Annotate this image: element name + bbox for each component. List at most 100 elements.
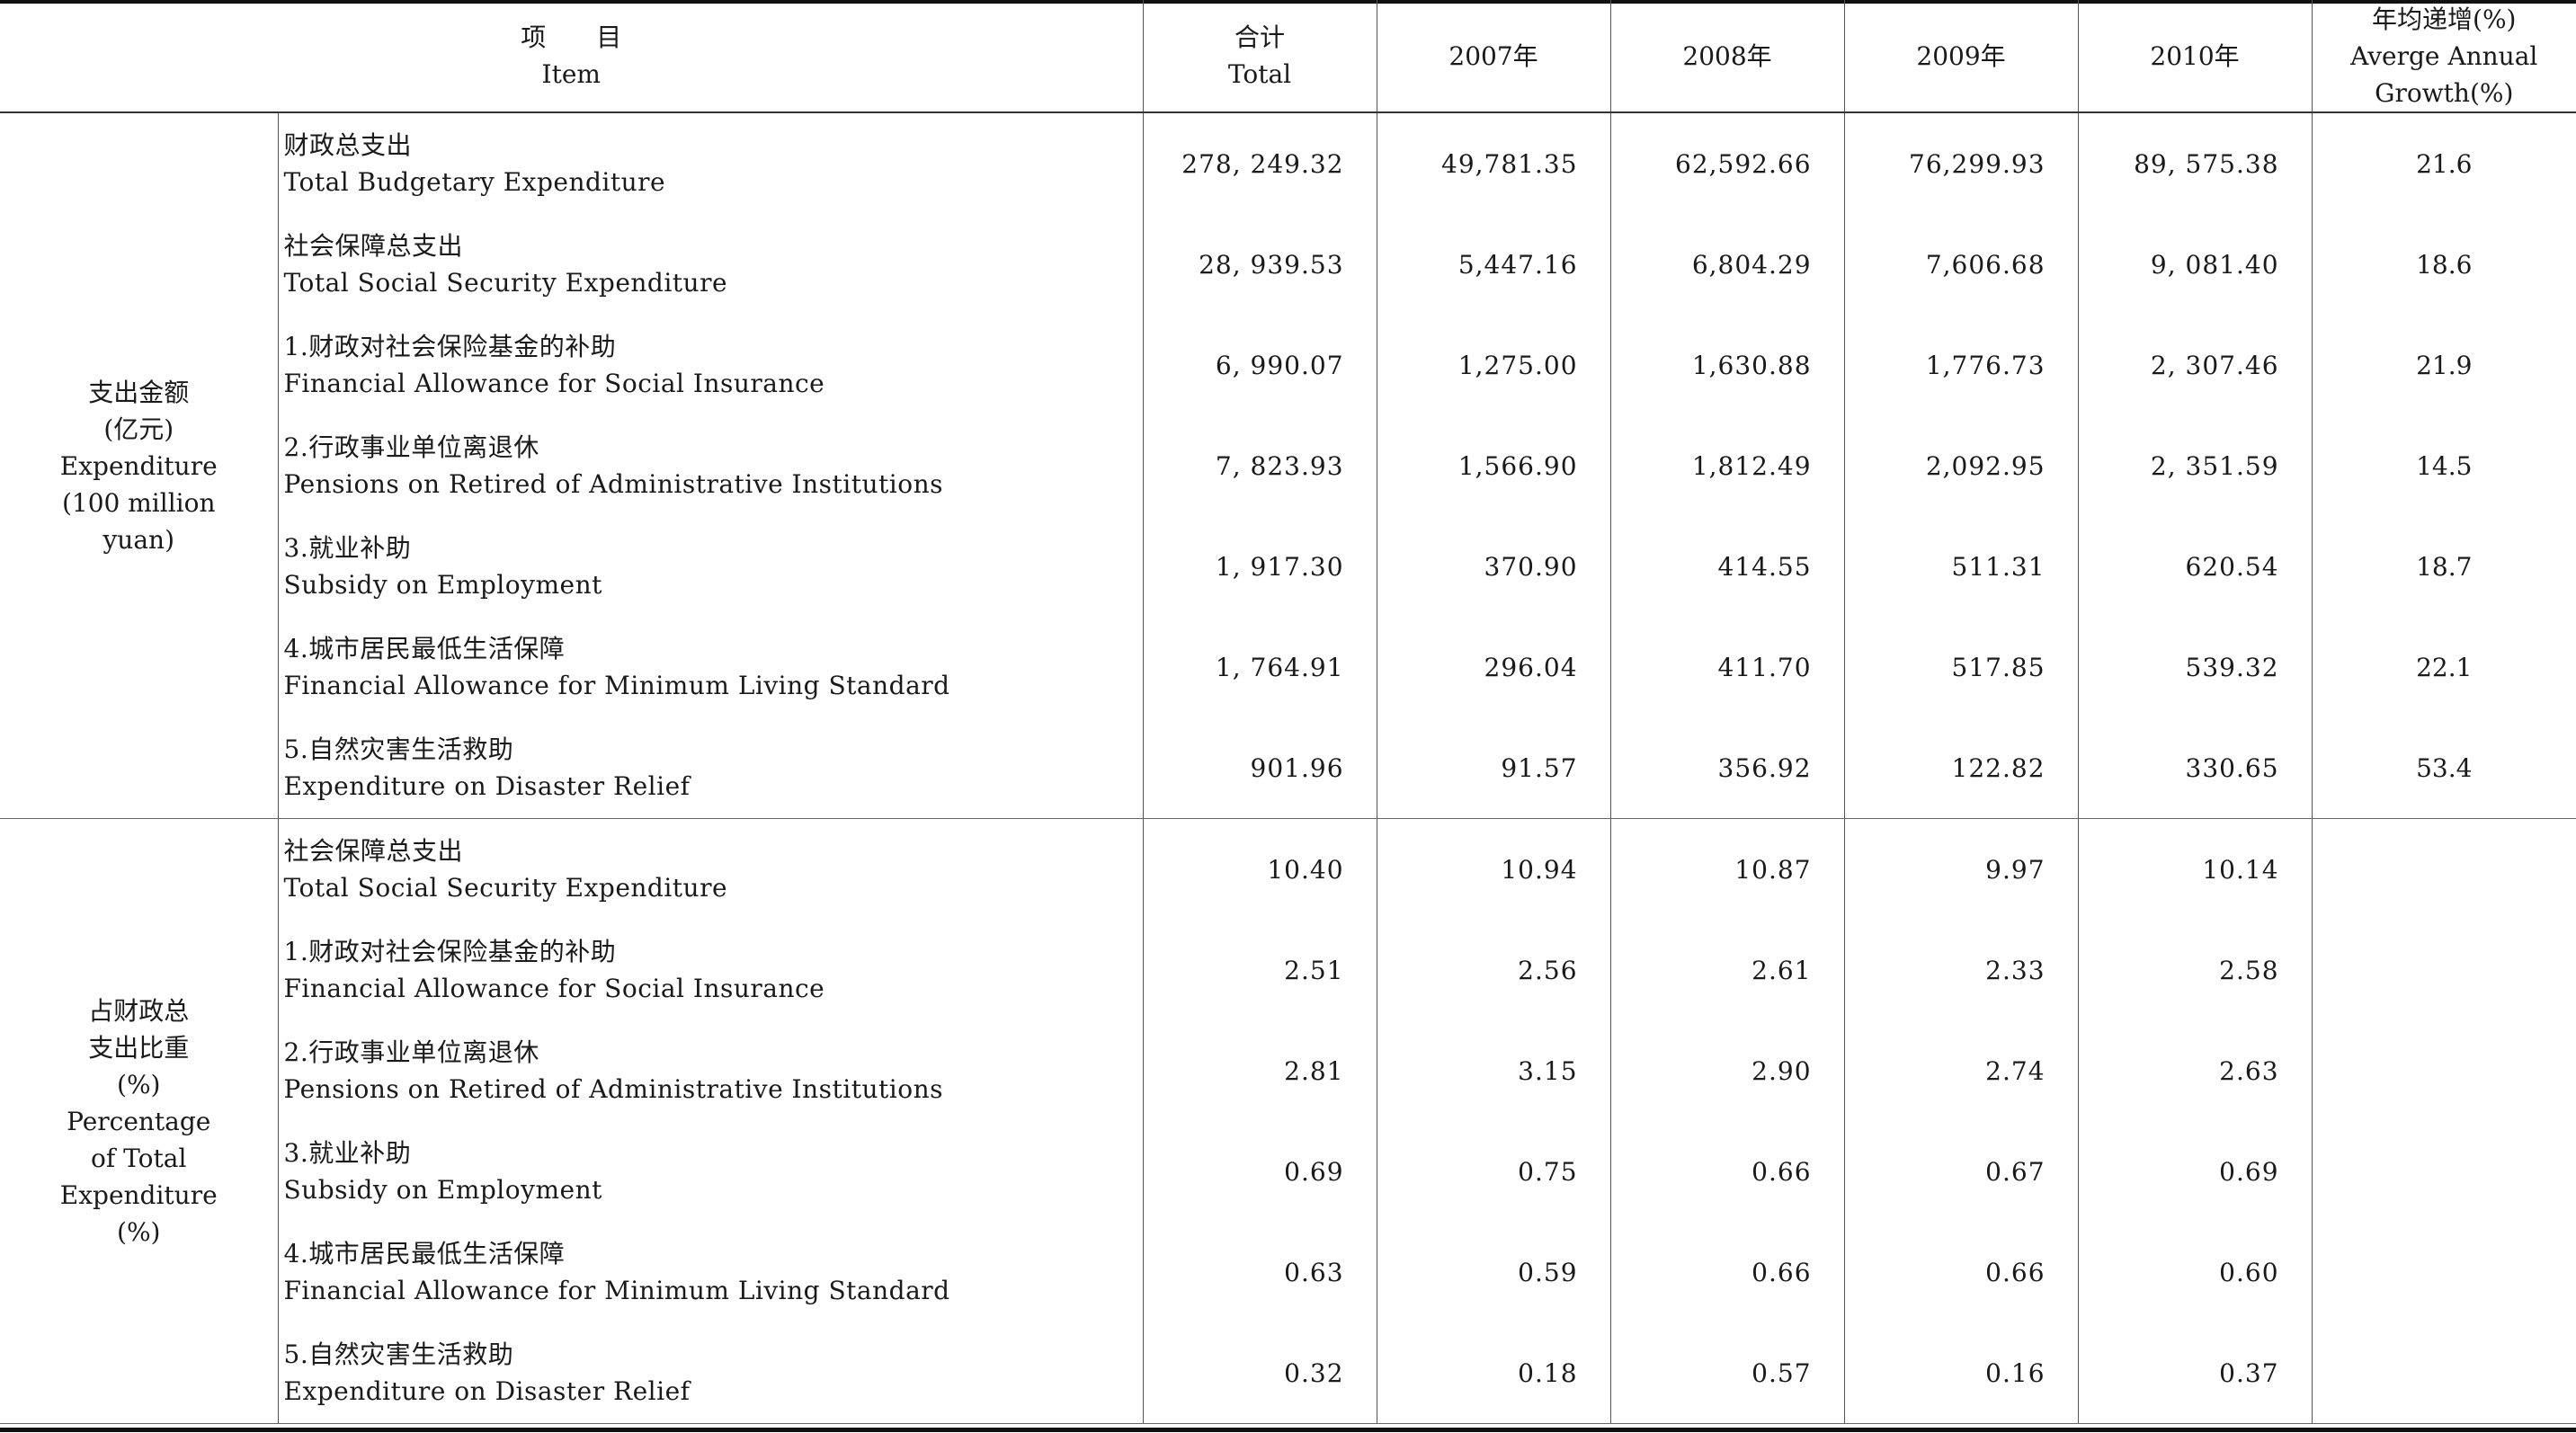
value-growth: 53.4 bbox=[2312, 717, 2576, 819]
value-total: 28, 939.53 bbox=[1143, 214, 1377, 315]
item-label-en: Total Social Security Expenditure bbox=[283, 873, 728, 903]
group-label-line: 支出金额 bbox=[88, 377, 190, 407]
table-row: 1.财政对社会保险基金的补助 Financial Allowance for So… bbox=[0, 920, 2576, 1020]
value-growth bbox=[2312, 819, 2576, 921]
item-cell: 2.行政事业单位离退休 Pensions on Retired of Admini… bbox=[278, 415, 1144, 516]
value-y2010: 9, 081.40 bbox=[2078, 214, 2313, 315]
item-label-zh: 1.财政对社会保险基金的补助 bbox=[283, 332, 617, 361]
value-y2009: 2,092.95 bbox=[1844, 415, 2079, 516]
item-label-en: Financial Allowance for Social Insurance bbox=[283, 974, 825, 1003]
value-y2008: 0.66 bbox=[1610, 1222, 1845, 1322]
header-growth-en1: Averge Annual bbox=[2350, 40, 2538, 71]
value-y2009: 76,299.93 bbox=[1844, 112, 2079, 214]
table-row: 4.城市居民最低生活保障 Financial Allowance for Mini… bbox=[0, 1222, 2576, 1322]
item-label-zh: 4.城市居民最低生活保障 bbox=[283, 634, 566, 663]
item-cell: 1.财政对社会保险基金的补助 Financial Allowance for So… bbox=[278, 920, 1144, 1020]
table-row: 占财政总 支出比重 (%) Percentage of Total Expenditure… bbox=[0, 818, 2576, 1424]
value-y2010: 2.58 bbox=[2078, 920, 2313, 1020]
value-growth: 14.5 bbox=[2416, 450, 2473, 481]
value-y2007: 2.56 bbox=[1377, 920, 1611, 1020]
group-label-line: (%) bbox=[117, 1216, 161, 1247]
group-label-expenditure: 支出金额 (亿元) Expenditure (100 million yuan) bbox=[0, 112, 279, 819]
value-total: 2.81 bbox=[1143, 1020, 1377, 1121]
value-total: 7, 823.93 bbox=[1143, 415, 1377, 516]
value-total: 0.69 bbox=[1143, 1121, 1377, 1222]
value-growth bbox=[2312, 1222, 2576, 1322]
item-label-en: Expenditure on Disaster Relief bbox=[283, 771, 691, 801]
value-y2007: 370.90 bbox=[1377, 516, 1611, 617]
item-label-en: Subsidy on Employment bbox=[283, 570, 602, 600]
value-y2010: 539.32 bbox=[2078, 617, 2313, 717]
item-cell: 财政总支出 Total Budgetary Expenditure bbox=[278, 112, 1144, 214]
value-y2008: 0.66 bbox=[1610, 1121, 1845, 1222]
value-growth: 21.9 bbox=[2416, 350, 2473, 380]
value-y2009: 0.66 bbox=[1844, 1222, 2079, 1322]
value-y2008: 1,630.88 bbox=[1610, 315, 1845, 415]
value-growth: 18.7 bbox=[2416, 551, 2473, 582]
item-label-zh: 3.就业补助 bbox=[283, 533, 412, 563]
item-label-en: Total Social Security Expenditure bbox=[283, 268, 728, 298]
value-y2010: 620.54 bbox=[2078, 516, 2313, 617]
value-y2008: 356.92 bbox=[1610, 717, 1845, 819]
value-y2008: 1,812.49 bbox=[1610, 415, 1845, 516]
value-y2007: 3.15 bbox=[1377, 1020, 1611, 1121]
value-growth bbox=[2312, 1121, 2576, 1222]
value-y2008: 0.57 bbox=[1610, 1322, 1845, 1424]
value-y2009: 0.16 bbox=[1844, 1322, 2079, 1424]
table-row: 2.行政事业单位离退休 Pensions on Retired of Admini… bbox=[0, 1020, 2576, 1121]
group-label-line: (%) bbox=[117, 1069, 161, 1099]
value-y2009: 9.97 bbox=[1844, 818, 2079, 920]
item-label-zh: 2.行政事业单位离退休 bbox=[283, 1037, 539, 1067]
value-y2007: 10.94 bbox=[1377, 818, 1611, 920]
value-y2010: 89, 575.38 bbox=[2078, 112, 2313, 214]
item-label-en: Financial Allowance for Minimum Living S… bbox=[283, 671, 950, 700]
group-label-percentage: 占财政总 支出比重 (%) Percentage of Total Expenditure… bbox=[0, 818, 279, 1424]
value-y2009: 517.85 bbox=[1844, 617, 2079, 717]
value-y2008: 62,592.66 bbox=[1610, 112, 1845, 214]
value-growth: 18.6 bbox=[2416, 249, 2473, 280]
value-y2007: 296.04 bbox=[1377, 617, 1611, 717]
item-cell: 2.行政事业单位离退休 Pensions on Retired of Admini… bbox=[278, 1020, 1144, 1121]
group-label-line: 支出比重 bbox=[88, 1032, 190, 1063]
bottom-rule bbox=[0, 1428, 2576, 1432]
header-total-en: Total bbox=[1227, 59, 1292, 89]
header-2009: 2009年 bbox=[1844, 0, 2079, 113]
value-total: 2.51 bbox=[1143, 920, 1377, 1020]
item-label-zh: 1.财政对社会保险基金的补助 bbox=[283, 937, 617, 966]
value-y2008: 411.70 bbox=[1610, 617, 1845, 717]
item-cell: 5.自然灾害生活救助 Expenditure on Disaster Relief bbox=[278, 717, 1144, 819]
item-label-zh: 4.城市居民最低生活保障 bbox=[283, 1239, 566, 1268]
item-label-zh: 5.自然灾害生活救助 bbox=[283, 734, 514, 764]
header-total-zh: 合计 bbox=[1235, 22, 1286, 52]
group-label-line: Expenditure bbox=[59, 1179, 218, 1210]
item-label-zh: 财政总支出 bbox=[283, 130, 413, 160]
table-row: 支出金额 (亿元) Expenditure (100 million yuan) 财政总支… bbox=[0, 112, 2576, 819]
group-label-line: (亿元) bbox=[103, 414, 174, 444]
header-row: 项 目 Item 合计 Total 2007年 2008年 2009年 2010… bbox=[0, 0, 2576, 113]
item-label-en: Financial Allowance for Social Insurance bbox=[283, 369, 825, 398]
value-growth bbox=[2312, 1020, 2576, 1121]
value-y2009: 122.82 bbox=[1844, 717, 2079, 819]
group-label-line: yuan) bbox=[103, 524, 174, 555]
table-row: 5.自然灾害生活救助 Expenditure on Disaster Relief… bbox=[0, 1322, 2576, 1424]
table-row: 3.就业补助 Subsidy on Employment 1, 917.30 370.… bbox=[0, 516, 2576, 617]
value-y2010: 2.63 bbox=[2078, 1020, 2313, 1121]
value-y2010: 2, 307.46 bbox=[2078, 315, 2313, 415]
item-label-en: Financial Allowance for Minimum Living S… bbox=[283, 1276, 950, 1305]
group-label-line: 占财政总 bbox=[88, 995, 190, 1026]
value-growth bbox=[2312, 1322, 2576, 1424]
item-label-zh: 3.就业补助 bbox=[283, 1138, 412, 1168]
header-2008: 2008年 bbox=[1610, 0, 1845, 113]
item-cell: 4.城市居民最低生活保障 Financial Allowance for Mini… bbox=[278, 617, 1144, 717]
value-y2010: 0.37 bbox=[2078, 1322, 2313, 1424]
table-row: 社会保障总支出 Total Social Security Expenditure… bbox=[0, 214, 2576, 315]
item-cell: 1.财政对社会保险基金的补助 Financial Allowance for So… bbox=[278, 315, 1144, 415]
value-total: 0.63 bbox=[1143, 1222, 1377, 1322]
value-y2008: 10.87 bbox=[1610, 818, 1845, 920]
value-y2008: 6,804.29 bbox=[1610, 214, 1845, 315]
value-total: 1, 917.30 bbox=[1143, 516, 1377, 617]
group-label-line: (100 million bbox=[61, 487, 216, 518]
header-item: 项 目 Item bbox=[0, 0, 1144, 113]
value-y2009: 1,776.73 bbox=[1844, 315, 2079, 415]
